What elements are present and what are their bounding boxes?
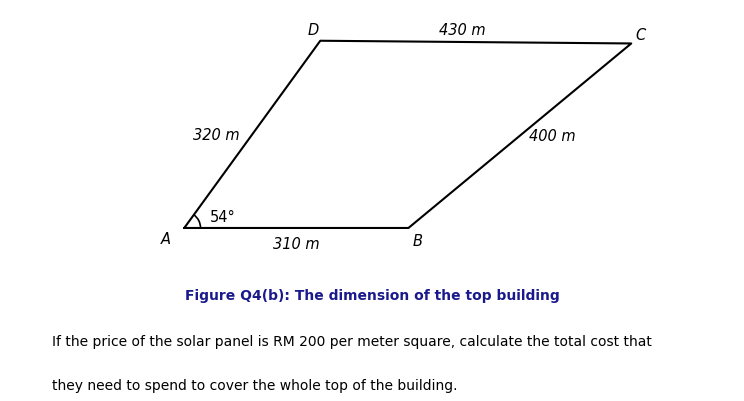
Text: D: D [307, 23, 318, 38]
Text: they need to spend to cover the whole top of the building.: they need to spend to cover the whole to… [52, 378, 458, 392]
Text: C: C [635, 28, 646, 43]
Text: 320 m: 320 m [193, 128, 240, 142]
Text: A: A [161, 231, 171, 246]
Text: 310 m: 310 m [273, 236, 320, 251]
Text: B: B [413, 234, 423, 249]
Text: Figure Q4(b): The dimension of the top building: Figure Q4(b): The dimension of the top b… [185, 288, 559, 302]
Text: If the price of the solar panel is RM 200 per meter square, calculate the total : If the price of the solar panel is RM 20… [52, 334, 652, 348]
Text: 400 m: 400 m [528, 129, 575, 144]
Text: 430 m: 430 m [440, 23, 486, 38]
Text: 54°: 54° [210, 210, 235, 225]
